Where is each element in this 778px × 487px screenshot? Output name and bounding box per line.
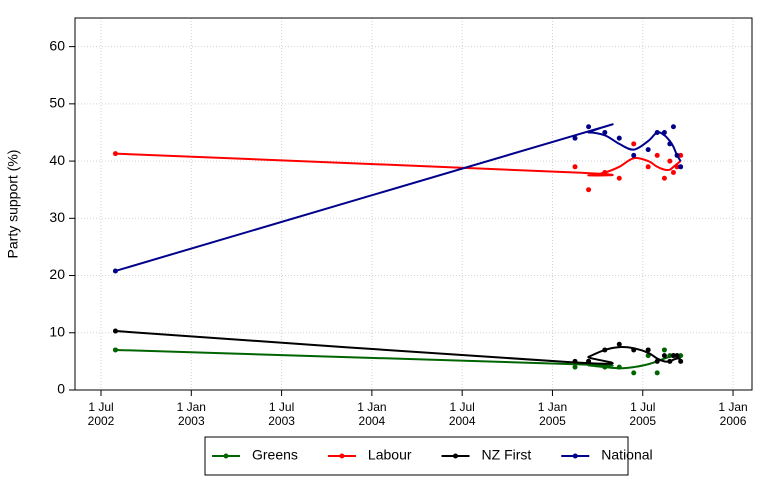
y-tick-label: 20	[49, 266, 65, 282]
data-point	[654, 129, 660, 135]
x-tick-label: 2006	[720, 414, 747, 428]
data-point	[572, 364, 578, 370]
data-point	[631, 152, 637, 158]
x-tick-label: 2003	[178, 414, 205, 428]
data-point	[667, 141, 673, 147]
y-tick-label: 0	[57, 381, 65, 397]
x-tick-label: 2005	[629, 414, 656, 428]
y-tick-label: 10	[49, 323, 65, 339]
data-point	[678, 152, 684, 158]
data-point	[631, 141, 637, 147]
data-point	[667, 158, 673, 164]
data-point	[572, 135, 578, 141]
data-point	[631, 347, 637, 353]
data-point	[678, 353, 684, 359]
x-tick-label: 2004	[359, 414, 386, 428]
data-point	[667, 358, 673, 364]
data-point	[667, 353, 673, 359]
data-point	[602, 170, 608, 176]
data-point	[586, 124, 592, 130]
data-point	[112, 347, 118, 353]
data-point	[616, 175, 622, 181]
x-tick-label: 2003	[268, 414, 295, 428]
legend-marker	[572, 453, 578, 459]
data-point	[112, 268, 118, 274]
x-tick-label: 1 Jul	[449, 400, 474, 414]
x-tick-label: 1 Jul	[630, 400, 655, 414]
legend-marker	[339, 453, 345, 459]
legend-label: National	[601, 447, 652, 463]
data-point	[678, 164, 684, 170]
data-point	[670, 124, 676, 130]
x-tick-label: 1 Jan	[177, 400, 206, 414]
data-point	[572, 358, 578, 364]
legend-box	[204, 436, 629, 476]
data-point	[654, 152, 660, 158]
data-point	[616, 341, 622, 347]
data-point	[112, 328, 118, 334]
legend-label: Labour	[368, 447, 412, 463]
data-point	[654, 358, 660, 364]
data-point	[661, 129, 667, 135]
data-point	[670, 170, 676, 176]
x-tick-label: 2002	[88, 414, 115, 428]
data-point	[602, 347, 608, 353]
data-point	[670, 353, 676, 359]
trend-line	[115, 123, 682, 272]
data-point	[616, 364, 622, 370]
x-tick-label: 1 Jul	[88, 400, 113, 414]
data-point	[678, 358, 684, 364]
legend-marker	[453, 453, 459, 459]
y-tick-label: 30	[49, 209, 65, 225]
trend-line	[115, 152, 682, 177]
data-point	[586, 187, 592, 193]
data-point	[112, 151, 118, 157]
data-point	[586, 358, 592, 364]
legend-label: Greens	[252, 447, 298, 463]
x-tick-label: 1 Jan	[538, 400, 567, 414]
data-point	[572, 164, 578, 170]
data-point	[674, 164, 680, 170]
y-axis-label: Party support (%)	[5, 150, 21, 259]
data-point	[654, 370, 660, 376]
data-point	[661, 175, 667, 181]
legend-label: NZ First	[482, 447, 532, 463]
legend-marker	[223, 453, 229, 459]
data-point	[602, 129, 608, 135]
data-point	[602, 364, 608, 370]
data-point	[645, 164, 651, 170]
x-tick-label: 1 Jan	[357, 400, 386, 414]
plot-frame	[74, 17, 753, 391]
x-tick-label: 2005	[539, 414, 566, 428]
y-tick-label: 40	[49, 152, 65, 168]
x-tick-label: 1 Jul	[269, 400, 294, 414]
data-point	[674, 152, 680, 158]
data-point	[661, 353, 667, 359]
x-tick-label: 2004	[449, 414, 476, 428]
y-tick-label: 50	[49, 95, 65, 111]
x-tick-label: 1 Jan	[718, 400, 747, 414]
data-point	[674, 353, 680, 359]
data-point	[616, 135, 622, 141]
data-point	[645, 147, 651, 153]
data-point	[631, 370, 637, 376]
data-point	[661, 347, 667, 353]
y-tick-label: 60	[49, 37, 65, 53]
data-point	[645, 347, 651, 353]
